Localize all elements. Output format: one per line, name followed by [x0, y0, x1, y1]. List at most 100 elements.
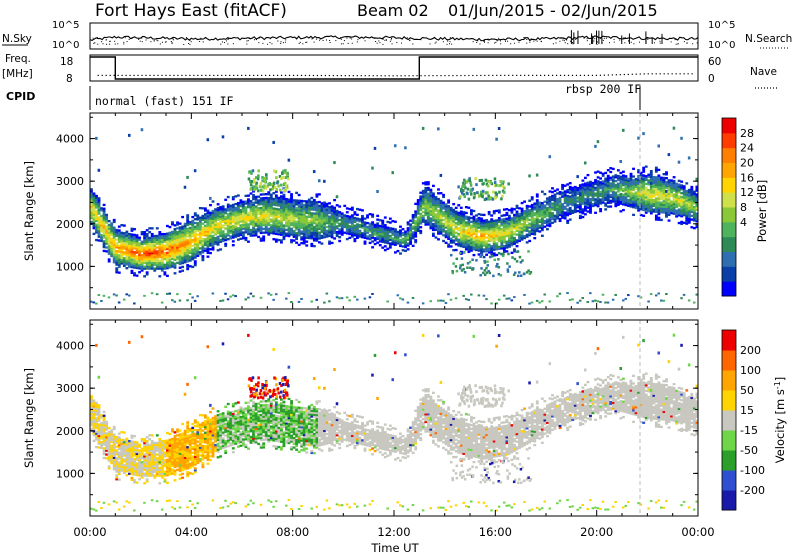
power-cell	[211, 221, 215, 224]
nave-dot	[257, 74, 259, 76]
power-cell	[300, 213, 304, 216]
nave-dot	[583, 74, 586, 76]
power-cell	[130, 246, 134, 250]
power-cell	[191, 252, 195, 255]
power-cell	[452, 220, 456, 223]
power-cell	[690, 218, 694, 221]
power-cell	[510, 226, 514, 230]
power-cell	[148, 236, 152, 240]
power-cell	[209, 223, 212, 226]
power-cell	[680, 184, 684, 187]
power-cell	[214, 240, 217, 244]
power-cell	[270, 183, 273, 187]
power-cell	[467, 241, 471, 244]
power-cell	[176, 244, 179, 247]
power-cell	[660, 180, 663, 183]
power-cell	[553, 214, 557, 217]
power-cell	[295, 228, 299, 231]
power-cell	[158, 234, 162, 238]
nsearch-dot	[159, 43, 161, 45]
power-cell	[338, 222, 342, 225]
power-cell	[350, 233, 354, 236]
power-cell	[685, 193, 689, 197]
power-cell	[188, 221, 192, 224]
power-cell	[214, 236, 217, 240]
power-cell	[505, 229, 509, 232]
power-cell	[581, 198, 585, 201]
power-cell	[553, 197, 557, 200]
nave-dot	[300, 74, 303, 77]
power-cell	[611, 167, 615, 171]
power-cell	[670, 183, 673, 186]
power-cell	[150, 244, 154, 247]
power-cell	[283, 181, 287, 185]
power-cell	[297, 220, 301, 224]
power-cell	[140, 257, 144, 261]
power-cell	[637, 201, 641, 205]
power-cell	[234, 229, 238, 233]
power-cell	[292, 206, 296, 210]
power-cell	[274, 238, 278, 241]
nsearch-dot	[114, 40, 116, 42]
power-cell	[501, 194, 504, 198]
power-cell	[495, 234, 499, 237]
power-cell	[601, 197, 605, 200]
nave-dot	[161, 74, 163, 76]
power-cell	[416, 212, 420, 215]
power-cell	[442, 211, 445, 214]
power-cell	[462, 214, 466, 218]
power-cell	[546, 220, 549, 223]
power-cell	[477, 237, 481, 241]
power-cell	[102, 234, 106, 237]
power-cell	[358, 235, 362, 238]
power-cell	[622, 199, 625, 202]
nsearch-dot	[487, 38, 489, 40]
power-cell	[348, 215, 352, 218]
power-cell	[439, 299, 443, 302]
power-cell	[437, 228, 440, 231]
power-cell	[115, 232, 119, 236]
power-cell	[112, 251, 116, 254]
power-cell	[596, 201, 600, 204]
power-cell	[95, 219, 98, 223]
power-cell	[188, 230, 192, 233]
power-cell	[297, 230, 301, 233]
power-cell	[105, 234, 109, 238]
power-cell	[171, 234, 174, 237]
power-cell	[657, 203, 661, 206]
power-cell	[183, 241, 187, 245]
power-cell	[383, 231, 387, 235]
power-cell	[601, 186, 605, 189]
power-cell	[421, 195, 425, 198]
power-cell	[584, 184, 587, 187]
power-cell	[609, 167, 613, 170]
power-cell	[236, 202, 240, 205]
power-cell	[421, 126, 425, 130]
power-cell	[462, 234, 466, 237]
power-cell	[644, 198, 648, 201]
power-cell	[292, 204, 296, 208]
power-cell	[454, 212, 458, 215]
power-cell	[414, 202, 418, 206]
power-cell	[140, 263, 144, 266]
power-cell	[495, 230, 499, 234]
power-cell	[353, 216, 357, 220]
power-cell	[143, 255, 147, 259]
power-cell	[133, 243, 136, 246]
power-cell	[120, 248, 124, 252]
power-cell	[687, 209, 691, 213]
power-cell	[181, 258, 185, 261]
power-cell	[143, 234, 147, 238]
power-cell	[280, 197, 283, 200]
power-cell	[166, 238, 169, 241]
power-cell	[381, 219, 385, 222]
nsearch-dot	[172, 42, 174, 44]
power-cell	[250, 171, 253, 175]
power-cell	[244, 200, 248, 203]
power-cell	[216, 222, 220, 225]
power-cell	[280, 225, 283, 229]
power-cell	[262, 197, 266, 200]
power-cell	[128, 252, 131, 255]
power-cell	[285, 228, 288, 231]
